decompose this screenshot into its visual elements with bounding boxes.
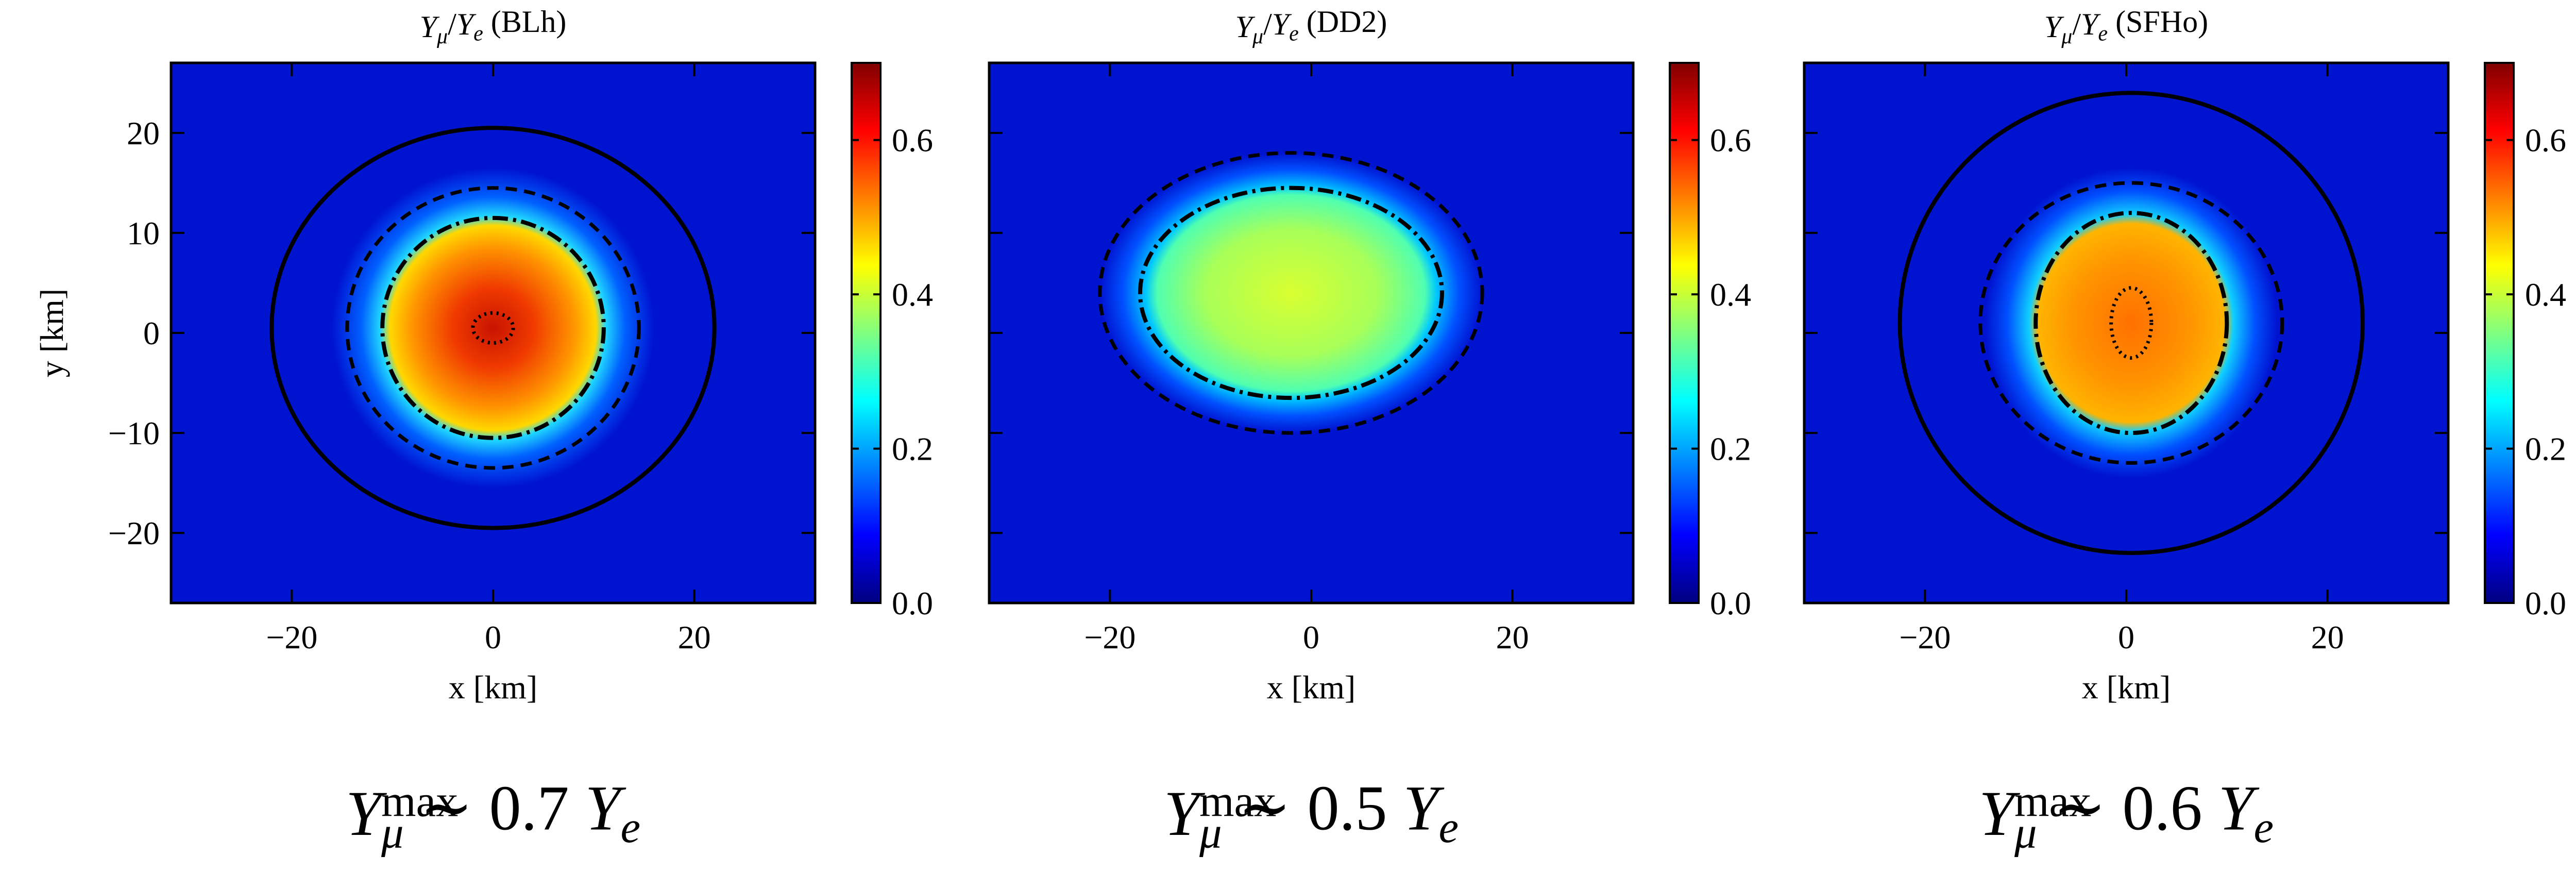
text-run: ∼ 0.7 <box>404 773 585 844</box>
x-tick-label: 20 <box>1496 619 1529 656</box>
x-tick-label: 20 <box>678 619 711 656</box>
y-tick-label: −20 <box>108 515 160 551</box>
x-tick-label: 20 <box>2311 619 2344 656</box>
colorbar <box>2484 62 2515 604</box>
y-axis-label: y [km] <box>33 289 70 377</box>
contour <box>345 186 641 470</box>
text-run: Y <box>1235 10 1256 44</box>
text-run: e <box>1289 22 1299 46</box>
text-run: / <box>2072 7 2081 41</box>
text-run: Y <box>585 773 626 844</box>
text-run: ∼ 0.5 <box>1222 773 1403 844</box>
colorbar-tick-label: 0.6 <box>892 122 933 159</box>
x-tick-label: 0 <box>2118 619 2134 656</box>
y-tick-label: 10 <box>127 215 160 251</box>
x-tick-label: −20 <box>1899 619 1951 656</box>
annotation: Ymax μ ∼ 0.7 Ye <box>346 773 640 858</box>
colorbar-tick-label: 0.0 <box>1710 585 1751 622</box>
text-run: Y <box>1272 7 1292 41</box>
x-tick-label: −20 <box>266 619 317 656</box>
text-run: (DD2) <box>1299 5 1387 39</box>
text-run: Y <box>1164 778 1205 849</box>
text-run: max <box>2014 777 2091 826</box>
x-tick-label: 0 <box>1303 619 1319 656</box>
text-run: (BLh) <box>483 5 567 39</box>
annotation: Ymax μ ∼ 0.6 Ye <box>1979 773 2274 858</box>
panel-title: Yμ/Ye (SFHo) <box>2044 5 2208 48</box>
text-run: e <box>2253 802 2274 852</box>
text-run: e <box>1438 802 1459 852</box>
colorbar-tick-label: 0.2 <box>892 431 933 467</box>
colorbar-tick-label: 0.6 <box>1710 122 1751 159</box>
text-run: μ <box>1199 808 1222 857</box>
panel-title: Yμ/Ye (DD2) <box>1235 5 1387 48</box>
text-run: e <box>2098 22 2108 46</box>
colorbar-tick-label: 0.6 <box>2525 122 2566 159</box>
text-run: / <box>448 7 456 41</box>
y-tick-label: 20 <box>127 115 160 152</box>
contour <box>1098 151 1484 435</box>
y-tick-label: −10 <box>108 415 160 451</box>
text-run: Y <box>1979 778 2020 849</box>
text-run: Y <box>2044 10 2064 44</box>
colorbar <box>1669 62 1700 604</box>
y-tick-label: 0 <box>143 315 160 351</box>
panel: −20 0 20x [km]Yμ/Ye (SFHo)0.00.20.40.6Ymax… <box>1803 5 2566 858</box>
x-axis-label: x [km] <box>2082 669 2171 706</box>
text-run: Y <box>346 778 387 849</box>
text-run: μ <box>381 808 404 857</box>
text-run: max <box>381 777 458 826</box>
colorbar-tick-label: 0.2 <box>2525 431 2566 467</box>
colorbar-tick-label: 0.4 <box>892 276 933 313</box>
colorbar-tick-label: 0.2 <box>1710 431 1751 467</box>
contour <box>269 126 717 530</box>
contour <box>380 215 606 440</box>
contour <box>1978 181 2284 465</box>
field-core <box>1099 153 1483 433</box>
panel-title: Yμ/Ye (BLh) <box>420 5 567 48</box>
annotation: Ymax μ ∼ 0.5 Ye <box>1164 773 1459 858</box>
text-run: Y <box>1403 773 1444 844</box>
colorbar-tick-label: 0.0 <box>2525 585 2566 622</box>
colorbar-tick-label: 0.0 <box>892 585 933 622</box>
field-core <box>1985 167 2277 478</box>
text-run: ∼ 0.6 <box>2037 773 2218 844</box>
text-run: / <box>1263 7 1272 41</box>
field-core <box>332 167 654 488</box>
text-run: μ <box>2014 808 2037 857</box>
text-run: μ <box>436 25 448 48</box>
text-run: Y <box>420 10 440 44</box>
contour <box>1897 91 2365 555</box>
x-axis-label: x [km] <box>1267 669 1355 706</box>
x-axis-label: x [km] <box>449 669 537 706</box>
colorbar <box>851 62 882 604</box>
colorbar-tick-label: 0.4 <box>1710 276 1751 313</box>
text-run: μ <box>2061 25 2072 48</box>
text-run: μ <box>1252 25 1263 48</box>
x-tick-label: 0 <box>485 619 501 656</box>
text-run: e <box>620 802 640 852</box>
field <box>989 63 1633 603</box>
field <box>171 63 815 603</box>
text-run: Y <box>2081 7 2101 41</box>
contour <box>471 311 515 345</box>
contour <box>1138 186 1444 400</box>
contour <box>2033 211 2229 435</box>
text-run: Y <box>2218 773 2259 844</box>
field <box>1804 63 2448 603</box>
text-run: (SFHo) <box>2108 5 2208 39</box>
contour <box>2109 286 2154 360</box>
text-run: max <box>1199 777 1276 826</box>
x-tick-label: −20 <box>1084 619 1136 656</box>
text-run: Y <box>456 7 477 41</box>
colorbar-tick-label: 0.4 <box>2525 276 2566 313</box>
text-run: e <box>473 22 483 46</box>
